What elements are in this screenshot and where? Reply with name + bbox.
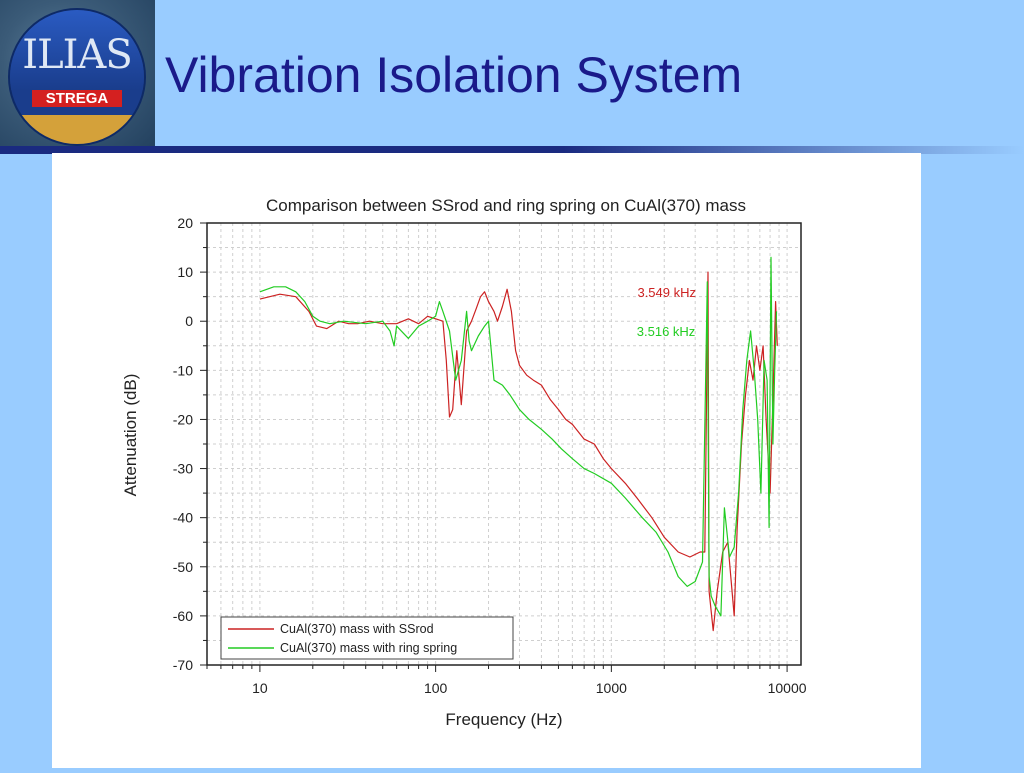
x-axis-label: Frequency (Hz) xyxy=(445,710,562,729)
x-tick-label: 100 xyxy=(424,680,448,696)
attenuation-chart: Comparison between SSrod and ring spring… xyxy=(121,196,807,729)
y-axis-label: Attenuation (dB) xyxy=(121,374,140,497)
x-tick-label: 1000 xyxy=(596,680,627,696)
y-tick-label: -50 xyxy=(173,559,193,575)
annotation-layer: 3.549 kHz 3.516 kHz xyxy=(637,285,696,339)
logo-ground xyxy=(10,114,144,144)
ilias-logo: ILIAS STREGA xyxy=(8,8,146,146)
series-line-ssrod xyxy=(259,271,778,632)
y-tick-label: 10 xyxy=(177,264,193,280)
logo-panel: ILIAS STREGA xyxy=(0,0,155,150)
y-tick-label: 20 xyxy=(177,215,193,231)
logo-subtitle: STREGA xyxy=(32,90,122,107)
x-tick-label: 10000 xyxy=(768,680,807,696)
y-tick-label: -40 xyxy=(173,510,193,526)
y-tick-label: 0 xyxy=(185,313,193,329)
legend-label-ring: CuAl(370) mass with ring spring xyxy=(280,641,457,655)
figure-panel: Comparison between SSrod and ring spring… xyxy=(52,153,921,768)
legend-box xyxy=(220,616,514,660)
y-tick-label: -60 xyxy=(173,608,193,624)
logo-sky xyxy=(10,10,144,91)
series-line-ring xyxy=(259,256,778,617)
title-rule xyxy=(0,146,1024,154)
y-tick-label: -30 xyxy=(173,461,193,477)
annotation-ssrod-peak: 3.549 kHz xyxy=(637,285,696,300)
x-tick-label: 10 xyxy=(252,680,268,696)
legend-label-ssrod: CuAl(370) mass with SSrod xyxy=(280,622,434,636)
legend: CuAl(370) mass with SSrod CuAl(370) mass… xyxy=(220,616,514,660)
y-tick-label: -20 xyxy=(173,411,193,427)
header-band xyxy=(0,0,1024,145)
y-tick-label: -10 xyxy=(173,362,193,378)
annotation-ring-peak: 3.516 kHz xyxy=(637,324,696,339)
slide-title: Vibration Isolation System xyxy=(165,47,743,103)
chart-title: Comparison between SSrod and ring spring… xyxy=(266,196,746,215)
series-layer xyxy=(259,256,778,632)
logo-title: ILIAS xyxy=(22,32,132,78)
y-tick-label: -70 xyxy=(173,657,193,673)
